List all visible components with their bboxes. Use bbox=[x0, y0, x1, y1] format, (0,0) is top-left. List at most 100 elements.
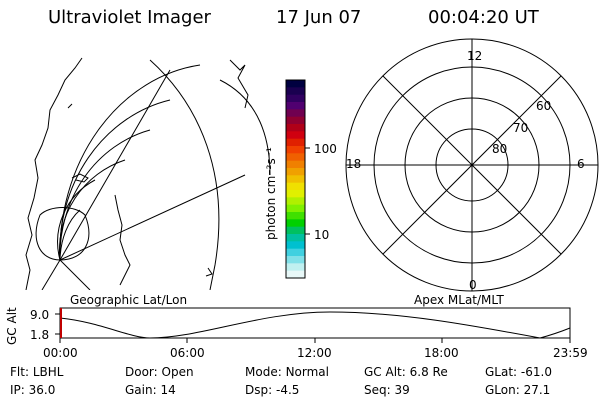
altitude-plot bbox=[55, 307, 571, 343]
color-bar bbox=[285, 79, 306, 279]
colorbar-segment bbox=[286, 182, 305, 191]
meridian-4 bbox=[59, 259, 91, 290]
info-glon-value: 27.1 bbox=[523, 383, 551, 397]
info-ip-value: 36.0 bbox=[28, 383, 56, 397]
altitude-xtick-label-2: 12:00 bbox=[297, 346, 332, 360]
lat-label-70: 70 bbox=[513, 121, 529, 135]
colorbar-label-100: 100 bbox=[314, 142, 337, 156]
time-label: 00:04:20 UT bbox=[428, 7, 539, 28]
colorbar-segment bbox=[286, 241, 305, 250]
colorbar-segment bbox=[286, 234, 305, 242]
colorbar-segment bbox=[286, 226, 305, 235]
colorbar-segment bbox=[286, 87, 305, 96]
mlt-label-6: 6 bbox=[577, 157, 585, 171]
altitude-xtick-label-4: 23:59 bbox=[553, 346, 588, 360]
info-ip: IP: 36.0 bbox=[10, 384, 55, 396]
info-gain: Gain: 14 bbox=[125, 384, 176, 396]
meridian-2 bbox=[59, 69, 171, 261]
info-gain-value: 14 bbox=[160, 383, 176, 397]
geographic-map bbox=[25, 57, 271, 290]
colorbar-segment bbox=[286, 146, 305, 154]
colorbar-segment bbox=[286, 94, 305, 103]
colorbar-segment bbox=[286, 197, 305, 206]
instrument-title: Ultraviolet Imager bbox=[48, 7, 211, 28]
colorbar-label-10: 10 bbox=[314, 228, 330, 242]
altitude-axis-label: GC Alt bbox=[5, 307, 19, 345]
polar-plot bbox=[345, 38, 599, 292]
colorbar-segment bbox=[286, 124, 305, 132]
info-gcalt-label: GC Alt: bbox=[364, 365, 406, 379]
lat-label-60: 60 bbox=[536, 99, 552, 113]
colorbar-segment bbox=[286, 175, 305, 184]
info-mode-label: Mode: bbox=[245, 365, 282, 379]
lon-curve-2 bbox=[219, 79, 271, 176]
altitude-xtick-label-1: 06:00 bbox=[170, 346, 205, 360]
mlt-label-18: 18 bbox=[346, 157, 362, 171]
coastline-west bbox=[25, 57, 83, 290]
colorbar-segment bbox=[286, 270, 305, 279]
apex-label: Apex MLat/MLT bbox=[414, 293, 504, 307]
info-glat: GLat: -61.0 bbox=[485, 366, 552, 378]
info-door-label: Door: bbox=[125, 365, 158, 379]
lat-arc-6 bbox=[59, 209, 81, 261]
info-filter-label: Flt: bbox=[10, 365, 29, 379]
colorbar-segment bbox=[286, 256, 305, 264]
lat-arc-3 bbox=[59, 129, 151, 261]
lat-arc-5 bbox=[57, 179, 96, 261]
info-dsp-label: Dsp: bbox=[245, 383, 273, 397]
altitude-ytick-label-9: 9.0 bbox=[30, 308, 50, 322]
colorbar-segment bbox=[286, 138, 305, 147]
info-filter: Flt: LBHL bbox=[10, 366, 63, 378]
info-dsp-value: -4.5 bbox=[275, 383, 300, 397]
colorbar-segment bbox=[286, 80, 305, 88]
colorbar-segment bbox=[286, 153, 305, 162]
coastline-small bbox=[205, 267, 213, 277]
colorbar-segment bbox=[286, 204, 305, 213]
colorbar-segment bbox=[286, 131, 305, 140]
meridian-1 bbox=[59, 174, 246, 261]
colorbar-frame bbox=[285, 79, 306, 279]
colorbar-unit-label: photon cm⁻²s⁻¹ bbox=[264, 147, 278, 240]
geographic-label: Geographic Lat/Lon bbox=[70, 293, 188, 307]
polar-diagonal-2 bbox=[382, 75, 562, 255]
colorbar-segment bbox=[286, 102, 305, 110]
info-door-value: Open bbox=[161, 365, 194, 379]
colorbar-segment bbox=[286, 263, 305, 272]
lat-label-80: 80 bbox=[492, 142, 508, 156]
colorbar-segment bbox=[286, 116, 305, 125]
info-mode: Mode: Normal bbox=[245, 366, 329, 378]
info-door: Door: Open bbox=[125, 366, 194, 378]
info-seq: Seq: 39 bbox=[364, 384, 410, 396]
altitude-ytick-label-1.8: 1.8 bbox=[30, 328, 50, 342]
info-gain-label: Gain: bbox=[125, 383, 157, 397]
coastline-south bbox=[114, 194, 131, 286]
info-seq-value: 39 bbox=[394, 383, 410, 397]
info-mode-value: Normal bbox=[285, 365, 329, 379]
colorbar-segment bbox=[286, 212, 305, 220]
island-shape bbox=[71, 173, 89, 183]
info-gcalt-value: 6.8 Re bbox=[409, 365, 448, 379]
info-filter-value: LBHL bbox=[32, 365, 64, 379]
info-glon: GLon: 27.1 bbox=[485, 384, 550, 396]
colorbar-segment bbox=[286, 168, 305, 176]
info-ip-label: IP: bbox=[10, 383, 25, 397]
info-seq-label: Seq: bbox=[364, 383, 391, 397]
info-dsp: Dsp: -4.5 bbox=[245, 384, 299, 396]
altitude-curve bbox=[59, 311, 571, 339]
island-dot bbox=[67, 103, 73, 109]
lat-arc-4 bbox=[59, 159, 126, 261]
info-glat-label: GLat: bbox=[485, 365, 518, 379]
colorbar-segment bbox=[286, 160, 305, 169]
coastline-north bbox=[229, 59, 249, 109]
colorbar-segment bbox=[286, 190, 305, 198]
altitude-xtick-label-3: 18:00 bbox=[424, 346, 459, 360]
altitude-xtick-label-0: 00:00 bbox=[43, 346, 78, 360]
info-glat-value: -61.0 bbox=[520, 365, 552, 379]
info-glon-label: GLon: bbox=[485, 383, 520, 397]
colorbar-segment bbox=[286, 248, 305, 257]
mlt-label-0: 0 bbox=[469, 278, 477, 292]
lon-curve-1 bbox=[149, 59, 220, 290]
colorbar-segment bbox=[286, 109, 305, 118]
